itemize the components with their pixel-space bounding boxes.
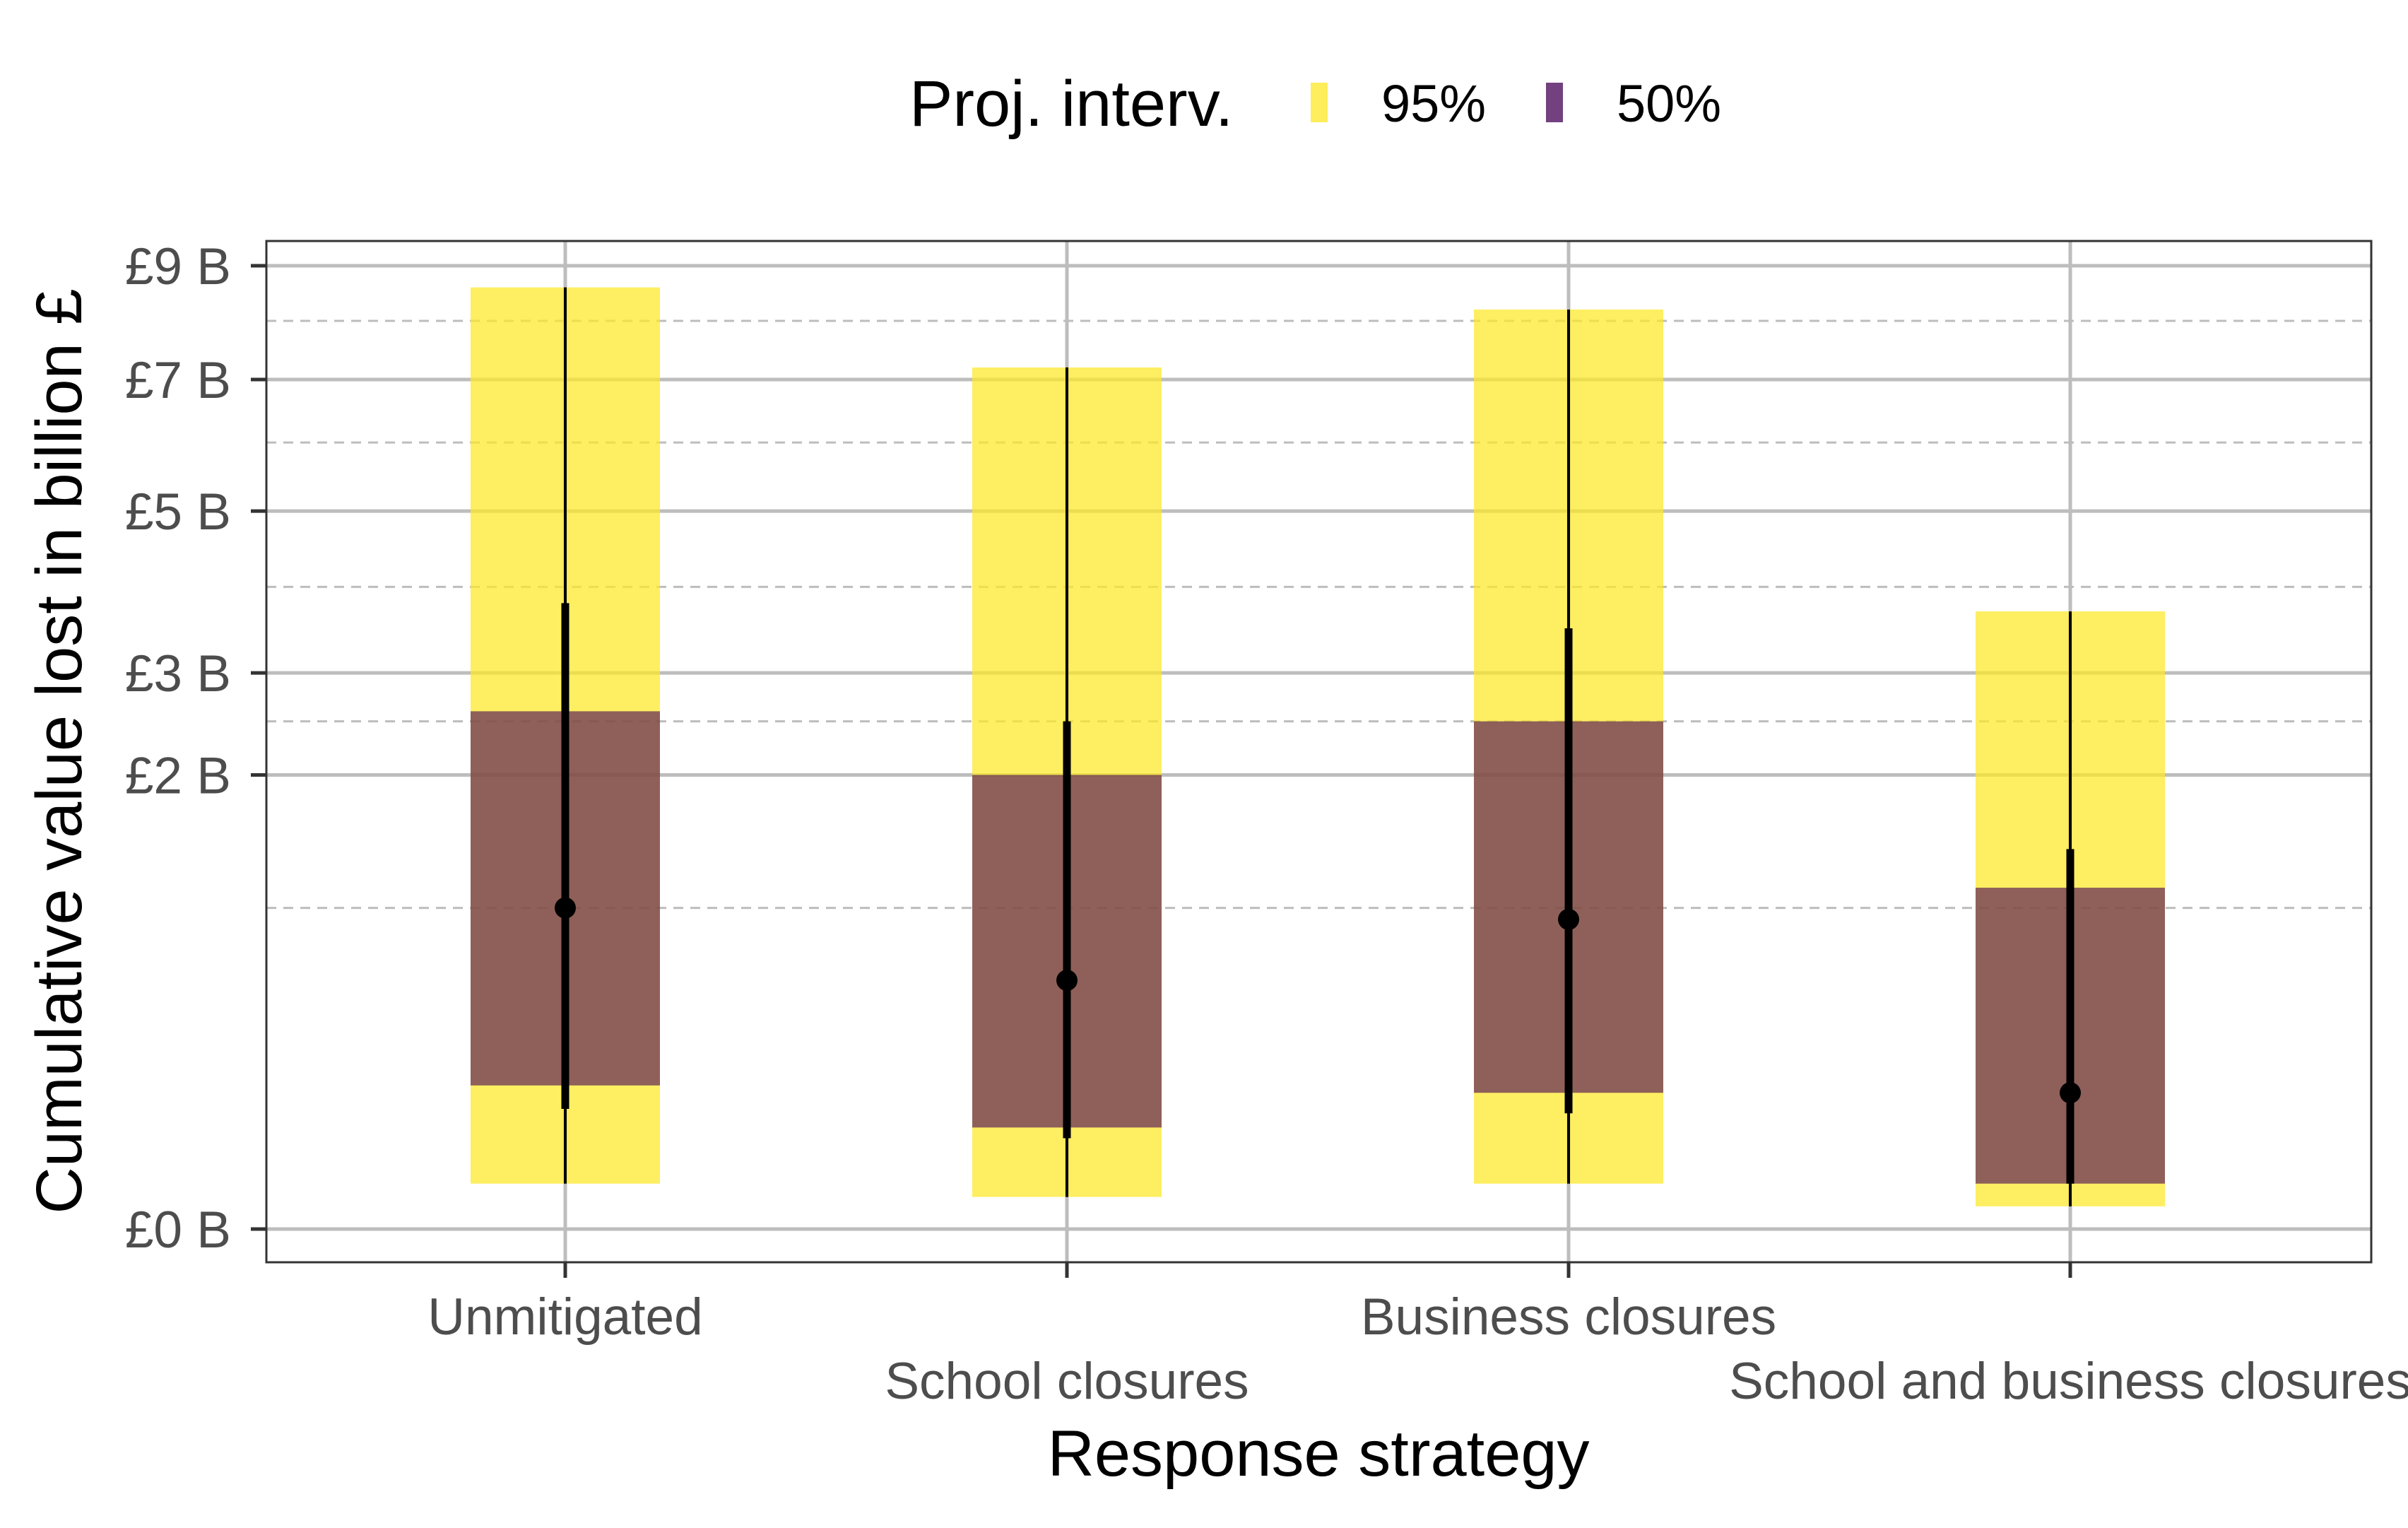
y-tick-label: £7 B [125, 352, 231, 409]
x-tick-label: Business closures [1361, 1288, 1776, 1346]
legend: Proj. interv. 95% 50% [909, 68, 1721, 140]
y-axis-title: Cumulative value lost in billion £ [23, 288, 95, 1213]
legend-key-95 [1311, 83, 1328, 122]
legend-key-50 [1546, 83, 1563, 122]
median-point [1558, 908, 1579, 930]
y-tick-label: £5 B [125, 483, 231, 541]
legend-title: Proj. interv. [909, 68, 1233, 140]
whiskers [561, 287, 2074, 1206]
median-point [2060, 1082, 2081, 1104]
x-tick-label: School closures [885, 1353, 1249, 1410]
y-axis: £0 B £2 B £3 B £5 B £7 B £9 B [125, 238, 266, 1259]
median-point [1056, 970, 1078, 992]
y-tick-label: £3 B [125, 645, 231, 703]
legend-label-50: 50% [1617, 74, 1721, 133]
median-point [555, 897, 576, 919]
y-tick-label: £2 B [125, 747, 231, 804]
median-points [555, 897, 2081, 1104]
plot-border [265, 240, 2373, 1264]
x-tick-label: Unmitigated [427, 1288, 703, 1346]
legend-label-95: 95% [1381, 74, 1486, 133]
y-tick-label: £9 B [125, 238, 231, 295]
x-tick-label: School and business closures [1729, 1353, 2408, 1410]
x-axis: Unmitigated School closures Business closu… [427, 1262, 2408, 1410]
y-tick-label: £0 B [125, 1201, 231, 1259]
x-axis-title: Response strategy [1047, 1418, 1589, 1490]
